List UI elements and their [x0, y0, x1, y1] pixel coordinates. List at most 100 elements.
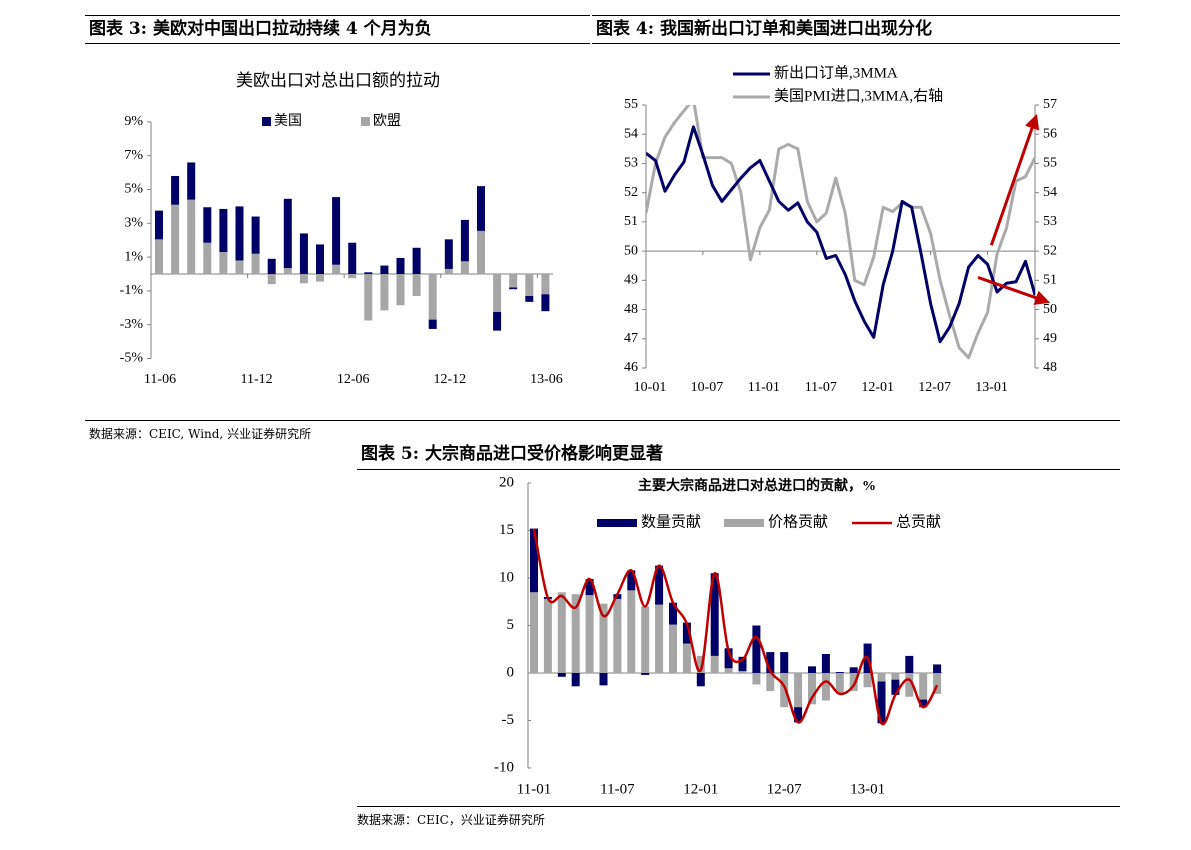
bar-eu: [460, 261, 469, 274]
bar-volume-contribution: [682, 622, 691, 644]
bar-volume-contribution: [835, 672, 844, 673]
bar-eu: [477, 230, 485, 274]
series-line-total-contribution: [532, 528, 939, 726]
bar-volume-contribution: [780, 652, 789, 673]
bar-price-contribution: [905, 673, 914, 697]
legend-label: 新出口订单,3MMA: [774, 64, 898, 81]
bar-volume-contribution: [919, 699, 928, 708]
bar-price-contribution: [933, 673, 942, 694]
bar-volume-contribution: [530, 528, 538, 593]
y-left-tick-label: 49: [624, 273, 638, 288]
y-left-tick-label: 55: [624, 97, 638, 112]
x-tick-label: 10-01: [634, 380, 667, 395]
bar-eu: [203, 242, 212, 274]
bar-price-contribution: [891, 673, 900, 680]
bar-us: [525, 295, 534, 302]
bar-price-contribution: [724, 668, 733, 673]
bar-price-contribution: [669, 624, 677, 673]
bar-price-contribution: [682, 643, 691, 673]
y-tick-label: 5: [507, 617, 515, 633]
bar-price-contribution: [752, 673, 761, 685]
y-right-tick-label: 55: [1043, 156, 1057, 171]
bar-us: [460, 219, 469, 262]
legend-swatch-price: [724, 519, 764, 527]
bar-us: [203, 207, 212, 243]
x-tick-label: 13-01: [850, 781, 885, 797]
bar-volume-contribution: [752, 625, 761, 673]
bar-us: [348, 242, 357, 274]
bar-price-contribution: [613, 598, 622, 673]
bar-us: [541, 294, 550, 312]
bar-price-contribution: [780, 673, 789, 708]
figure-4-title: 图表 4: 我国新出口订单和美国进口出现分化: [592, 15, 1120, 44]
bar-eu: [316, 274, 324, 282]
bar-price-contribution: [571, 594, 580, 673]
bar-us: [412, 247, 421, 274]
bar-eu: [444, 268, 453, 274]
bar-eu: [171, 204, 180, 274]
y-right-tick-label: 49: [1043, 331, 1057, 346]
bar-eu: [332, 264, 341, 274]
bar-price-contribution: [696, 655, 705, 673]
bar-us: [219, 208, 228, 253]
y-tick-label: 7%: [124, 148, 143, 163]
legend-label: 欧盟: [373, 113, 401, 129]
bar-price-contribution: [557, 592, 566, 673]
bar-volume-contribution: [794, 707, 803, 723]
bar-eu: [155, 239, 163, 274]
y-tick-label: 3%: [124, 216, 143, 231]
arrow-down-annotation: [977, 275, 1051, 305]
bar-us: [251, 216, 260, 254]
bar-volume-contribution: [669, 602, 677, 625]
y-left-tick-label: 48: [624, 302, 638, 317]
bar-price-contribution: [530, 592, 538, 673]
bar-us: [509, 287, 518, 290]
x-tick-label: 12-01: [861, 380, 894, 395]
figure-5-title: 图表 5: 大宗商品进口受价格影响更显著: [357, 441, 1120, 470]
chart-title: 主要大宗商品进口对总进口的贡献，%: [638, 477, 876, 494]
bar-eu: [412, 274, 421, 296]
x-tick-label: 13-06: [530, 372, 563, 387]
x-tick-label: 11-12: [241, 372, 273, 387]
x-tick-label: 11-07: [600, 781, 635, 797]
y-right-tick-label: 53: [1043, 214, 1057, 229]
bar-us: [380, 265, 389, 274]
bar-eu: [364, 274, 373, 321]
bar-price-contribution: [585, 595, 594, 673]
figure-3-title: 图表 3: 美欧对中国出口拉动持续 4 个月为负: [85, 15, 590, 44]
y-right-tick-label: 50: [1043, 302, 1057, 317]
bar-us: [283, 198, 292, 269]
legend-swatch: [361, 117, 370, 126]
bar-volume-contribution: [571, 673, 580, 687]
legend-label: 美国PMI进口,3MMA,右轴: [774, 87, 943, 104]
bar-price-contribution: [821, 673, 830, 701]
bar-price-contribution: [849, 673, 858, 692]
bar-price-contribution: [627, 590, 636, 673]
x-tick-label: 11-06: [144, 372, 176, 387]
legend-label: 数量贡献: [641, 513, 701, 530]
bar-price-contribution: [863, 673, 872, 688]
y-tick-label: -3%: [120, 317, 144, 332]
y-left-tick-label: 47: [624, 331, 638, 346]
bar-us: [444, 239, 453, 269]
y-right-tick-label: 51: [1043, 273, 1057, 288]
x-tick-label: 12-06: [337, 372, 370, 387]
bar-price-contribution: [710, 655, 719, 673]
bar-volume-contribution: [710, 573, 719, 656]
y-right-tick-label: 56: [1043, 126, 1057, 141]
y-left-tick-label: 53: [624, 156, 638, 171]
bar-price-contribution: [599, 603, 608, 673]
y-tick-label: 10: [499, 569, 514, 585]
bar-volume-contribution: [599, 673, 608, 686]
y-left-tick-label: 54: [624, 126, 638, 141]
bar-eu: [267, 274, 276, 285]
bar-eu: [219, 252, 228, 274]
bar-eu: [509, 274, 518, 288]
bar-eu: [396, 274, 405, 306]
y-right-tick-label: 48: [1043, 360, 1057, 375]
bar-volume-contribution: [766, 652, 775, 673]
bar-volume-contribution: [738, 656, 747, 672]
bar-price-contribution: [808, 673, 816, 705]
bar-eu: [299, 274, 308, 284]
arrow-up-annotation: [989, 113, 1040, 246]
